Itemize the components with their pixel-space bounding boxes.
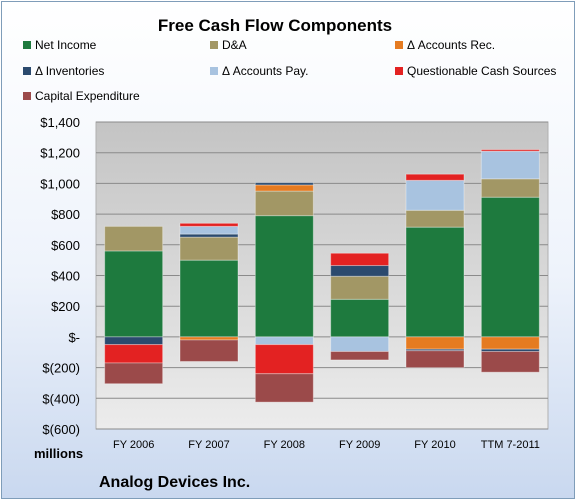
bar-segment-5-3 bbox=[480, 348, 540, 352]
y-tick-label: $- bbox=[68, 330, 80, 345]
bar-segment-1-1 bbox=[179, 236, 239, 261]
bar-segment-5-6 bbox=[480, 350, 540, 373]
bar-segment-4-5 bbox=[405, 173, 465, 181]
x-tick-label: TTM 7-2011 bbox=[481, 439, 540, 451]
bar-segment-5-5 bbox=[480, 149, 540, 152]
legend-item-3: Δ Inventories bbox=[23, 64, 104, 78]
legend-item-4: Δ Accounts Pay. bbox=[210, 64, 309, 78]
y-tick-label: $1,200 bbox=[40, 146, 80, 161]
bar-segment-2-3 bbox=[254, 182, 314, 186]
y-tick-label: $(200) bbox=[42, 361, 80, 376]
x-tick-label: FY 2009 bbox=[339, 439, 380, 451]
y-tick-label: $800 bbox=[51, 207, 80, 222]
company-name: Analog Devices Inc. bbox=[99, 474, 251, 491]
legend-swatch bbox=[210, 41, 218, 49]
bar-segment-4-4 bbox=[405, 179, 465, 211]
bar-segment-3-3 bbox=[330, 265, 390, 277]
bar-segment-5-0 bbox=[480, 196, 540, 338]
bar-segment-3-5 bbox=[330, 252, 390, 267]
y-tick-label: $(600) bbox=[42, 422, 80, 437]
bar-segment-0-3 bbox=[104, 336, 164, 346]
legend-swatch bbox=[395, 41, 403, 49]
legend-swatch bbox=[23, 92, 31, 100]
bar-segment-0-1 bbox=[104, 225, 164, 252]
legend-label: Δ Inventories bbox=[35, 64, 105, 78]
bar-segment-3-1 bbox=[330, 275, 390, 300]
bar-segment-1-4 bbox=[179, 225, 239, 235]
legend-swatch bbox=[210, 67, 218, 75]
bar-segment-2-5 bbox=[254, 344, 314, 375]
legend-label: Net Income bbox=[35, 38, 97, 52]
bar-segment-4-6 bbox=[405, 350, 465, 369]
bar-segment-3-0 bbox=[330, 298, 390, 338]
bar-segment-2-4 bbox=[254, 336, 314, 346]
bar-segment-1-0 bbox=[179, 259, 239, 338]
bar-segment-5-1 bbox=[480, 178, 540, 198]
y-tick-label: $(400) bbox=[42, 391, 80, 406]
legend-label: Questionable Cash Sources bbox=[407, 64, 557, 78]
legend-item-1: D&A bbox=[210, 38, 247, 52]
y-tick-label: $600 bbox=[51, 238, 80, 253]
bar-segment-4-0 bbox=[405, 226, 465, 338]
legend-item-6: Capital Expenditure bbox=[23, 89, 140, 103]
x-tick-label: FY 2007 bbox=[188, 439, 229, 451]
bar-segment-2-6 bbox=[254, 373, 314, 403]
legend-item-5: Questionable Cash Sources bbox=[395, 64, 556, 78]
legend-item-2: Δ Accounts Rec. bbox=[395, 38, 495, 52]
y-tick-label: $1,000 bbox=[40, 176, 80, 191]
bar-segment-3-4 bbox=[330, 336, 390, 352]
legend-swatch bbox=[23, 41, 31, 49]
legend-item-0: Net Income bbox=[23, 38, 96, 52]
legend-label: Capital Expenditure bbox=[35, 89, 140, 103]
bar-segment-3-6 bbox=[330, 350, 390, 361]
legend-swatch bbox=[23, 67, 31, 75]
bar-segment-5-4 bbox=[480, 150, 540, 180]
bar-segment-0-0 bbox=[104, 250, 164, 338]
bar-segment-5-2 bbox=[480, 336, 540, 350]
bar-segment-1-5 bbox=[179, 222, 239, 227]
y-tick-label: $400 bbox=[51, 269, 80, 284]
x-tick-label: FY 2006 bbox=[113, 439, 154, 451]
x-tick-label: FY 2010 bbox=[414, 439, 455, 451]
legend-label: Δ Accounts Pay. bbox=[222, 64, 309, 78]
unit-label: millions bbox=[34, 446, 84, 461]
bar-segment-2-0 bbox=[254, 215, 314, 338]
legend-label: Δ Accounts Rec. bbox=[407, 38, 496, 52]
bar-segment-1-6 bbox=[179, 339, 239, 362]
bar-segment-0-6 bbox=[104, 362, 164, 385]
legend-swatch bbox=[395, 67, 403, 75]
bar-segment-4-1 bbox=[405, 209, 465, 228]
legend-label: D&A bbox=[222, 38, 247, 52]
y-tick-label: $1,400 bbox=[40, 115, 80, 130]
bar-segment-2-1 bbox=[254, 190, 314, 217]
chart-title: Free Cash Flow Components bbox=[157, 16, 393, 35]
y-tick-label: $200 bbox=[51, 299, 80, 314]
bar-segment-4-2 bbox=[405, 336, 465, 350]
bar-segment-2-2 bbox=[254, 184, 314, 192]
bar-segment-0-5 bbox=[104, 344, 164, 364]
x-tick-label: FY 2008 bbox=[264, 439, 305, 451]
